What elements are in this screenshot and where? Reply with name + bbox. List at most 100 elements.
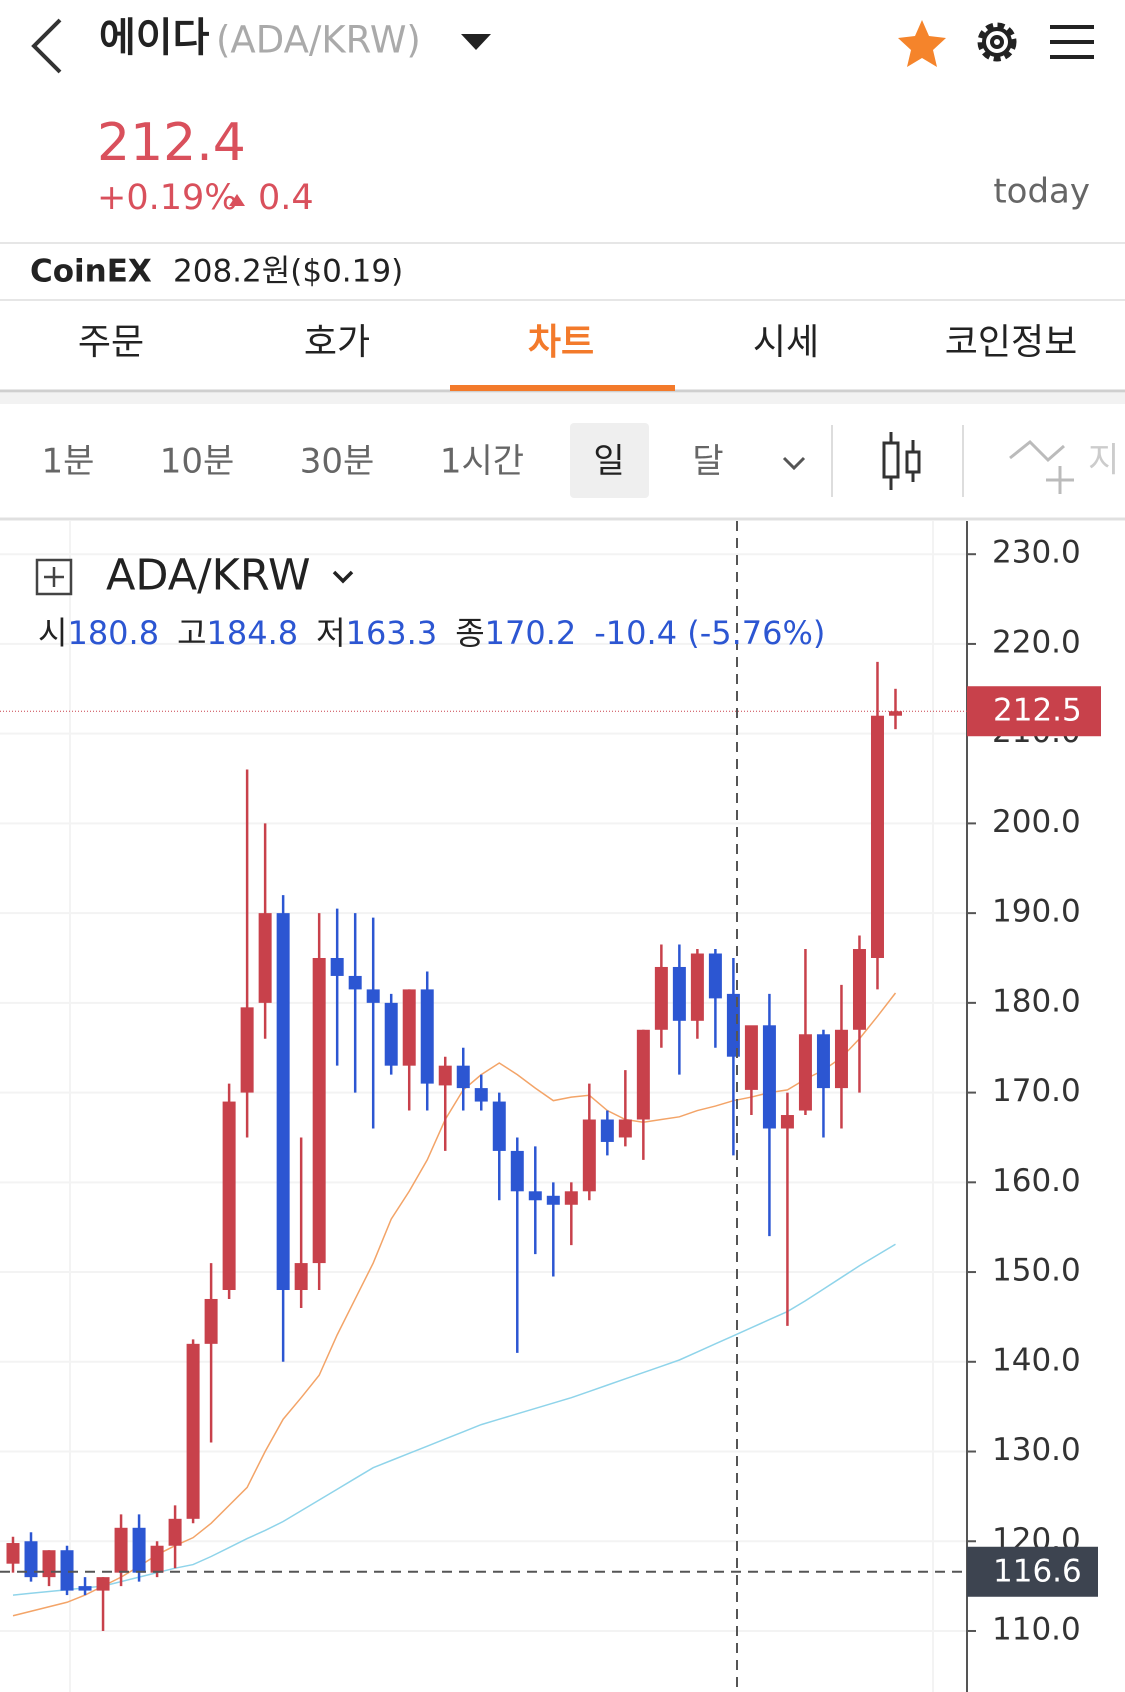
candle-body: [330, 957, 344, 976]
candle-body: [744, 1025, 758, 1090]
tab[interactable]: 차트: [528, 322, 594, 363]
y-tick-label: 200.0: [992, 804, 1081, 840]
interval[interactable]: 달: [692, 442, 723, 482]
symbol-dropdown[interactable]: [332, 570, 354, 584]
candle-body: [96, 1577, 110, 1591]
candle-body: [654, 966, 668, 1030]
y-tick-label: 180.0: [992, 983, 1081, 1019]
candle-body: [240, 1007, 254, 1093]
candle-body: [78, 1586, 92, 1591]
candle-body: [672, 966, 686, 1021]
candle-body: [870, 715, 884, 958]
info-value: 163.3: [346, 614, 438, 652]
candle-body: [582, 1119, 596, 1192]
candle-body: [438, 1065, 452, 1086]
info-label: 저: [316, 614, 345, 652]
info-label: 종: [455, 614, 484, 652]
candle-body: [528, 1191, 542, 1201]
icon-body: [905, 450, 921, 474]
candle-body: [366, 989, 380, 1003]
coin-name: 에이다: [99, 15, 210, 61]
icon-line: [1009, 439, 1065, 463]
gear-ring: [982, 27, 1012, 57]
candle-body: [546, 1195, 560, 1205]
indicator-icon[interactable]: [1009, 439, 1074, 494]
indicator-label: 지: [1088, 441, 1119, 481]
spacer: [0, 393, 1125, 404]
candle-body: [492, 1101, 506, 1151]
y-tick-label: 150.0: [992, 1253, 1081, 1289]
candle-body: [186, 1343, 200, 1519]
interval[interactable]: 일: [593, 442, 624, 482]
tab[interactable]: 주문: [78, 322, 144, 363]
last-price-box: [967, 686, 1101, 737]
current-price: 212.4: [97, 113, 246, 173]
change-delta: 0.4: [258, 178, 314, 218]
candle-body: [24, 1541, 38, 1578]
tab[interactable]: 시세: [753, 322, 819, 363]
candle-body: [420, 989, 434, 1084]
interval[interactable]: 10분: [160, 442, 235, 482]
add-icon[interactable]: [35, 558, 73, 596]
interval-more[interactable]: [782, 456, 806, 471]
last-price-label: 212.5: [993, 693, 1082, 729]
info-label: 고: [177, 614, 206, 652]
tab[interactable]: 호가: [304, 322, 370, 363]
info-change: -10.4 (-5.76%): [594, 614, 825, 652]
candle-body: [204, 1298, 218, 1344]
info-value: 170.2: [485, 614, 577, 652]
crosshair-box: [967, 1546, 1098, 1597]
tab[interactable]: 코인정보: [945, 322, 1077, 363]
y-tick-label: 160.0: [992, 1163, 1081, 1199]
y-tick-label: 230.0: [992, 535, 1081, 571]
candle-body: [384, 1002, 398, 1066]
y-tick-label: 190.0: [992, 894, 1081, 930]
interval[interactable]: 30분: [300, 442, 375, 482]
candle-body: [888, 711, 902, 716]
candle-body: [816, 1034, 830, 1089]
candle-body: [348, 975, 362, 990]
candle-body: [762, 1025, 776, 1129]
candle-body: [168, 1518, 182, 1546]
ohlc-info: 시180.8 고184.8 저163.3 종170.2 -10.4 (-5.76%): [38, 614, 825, 652]
back-button[interactable]: [31, 18, 62, 74]
tab-bar: 주문 호가 차트 시세 코인정보: [78, 322, 1077, 363]
selected-interval-bg: [570, 423, 649, 498]
gear-teeth: [977, 22, 1017, 62]
candle-body: [114, 1527, 128, 1573]
icon-body: [882, 441, 900, 479]
candle-body: [294, 1263, 308, 1291]
favorite-star[interactable]: [898, 20, 946, 67]
candle-body: [636, 1029, 650, 1120]
interval[interactable]: 1분: [42, 442, 95, 482]
candle-body: [708, 953, 722, 999]
candle-body: [510, 1150, 524, 1192]
candle-body: [258, 913, 272, 1003]
info-value: 184.8: [207, 614, 299, 652]
candle-body: [798, 1034, 812, 1111]
info-value: 180.8: [67, 614, 159, 652]
period-label: today: [993, 172, 1090, 212]
dropdown-arrow[interactable]: [461, 34, 491, 50]
candle-body: [402, 989, 416, 1066]
y-tick-label: 140.0: [992, 1342, 1081, 1378]
candle-body: [474, 1088, 488, 1102]
menu-icon[interactable]: [1050, 25, 1094, 59]
chart-title: ADA/KRW: [106, 551, 311, 601]
gear-hub: [990, 35, 1004, 49]
candle-body: [690, 953, 704, 1021]
candle-body: [600, 1119, 614, 1142]
candle-body: [312, 957, 326, 1264]
candle-body: [618, 1119, 632, 1138]
exchange-name: CoinEX: [30, 254, 152, 290]
up-arrow: [229, 194, 245, 206]
candle-body: [150, 1545, 164, 1573]
candle-body: [42, 1550, 56, 1578]
settings-icon[interactable]: [977, 22, 1017, 62]
interval[interactable]: 1시간: [440, 442, 524, 482]
candle-body: [456, 1065, 470, 1089]
candle-body: [60, 1550, 74, 1591]
crosshair-label: 116.6: [993, 1553, 1082, 1589]
chart-type-icon[interactable]: [882, 432, 921, 490]
interval-bar: 1분 10분 30분 1시간 일 달: [42, 442, 724, 482]
